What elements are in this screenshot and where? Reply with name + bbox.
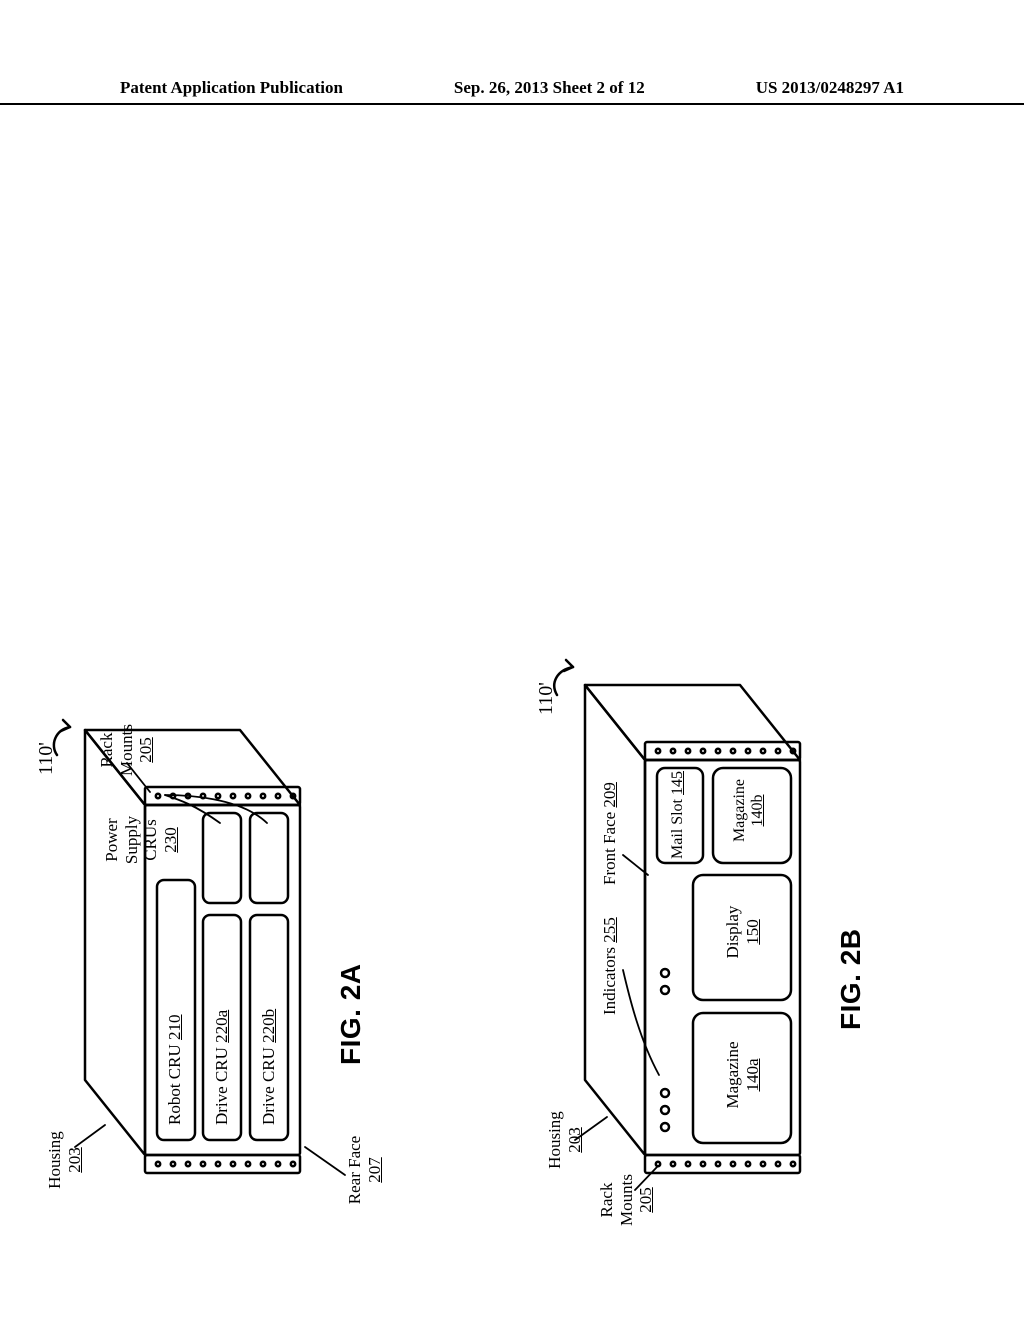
header-left: Patent Application Publication	[120, 78, 343, 98]
rack-mounts-label-2b: RackMounts205	[597, 1165, 656, 1235]
drive-cru-b-label: Drive CRU 220b	[259, 1009, 279, 1125]
fig-2a-title: FIG. 2A	[335, 963, 367, 1065]
header-center: Sep. 26, 2013 Sheet 2 of 12	[454, 78, 645, 98]
magazine-b-label: Magazine140b	[731, 768, 768, 853]
front-face-label: Front Face 209	[600, 782, 620, 885]
housing-label-2a: Housing203	[45, 1120, 84, 1200]
header-right: US 2013/0248297 A1	[756, 78, 904, 98]
rack-mounts-label-2a: RackMounts205	[97, 715, 156, 785]
magazine-a-label: Magazine140a	[723, 1025, 762, 1125]
power-supply-label: PowerSupplyCRUs230	[102, 800, 180, 880]
housing-label-2b: Housing203	[545, 1100, 584, 1180]
drive-cru-a-label: Drive CRU 220a	[212, 1010, 232, 1125]
display-label: Display150	[723, 887, 762, 977]
robot-cru-label: Robot CRU 210	[165, 1014, 185, 1125]
figures-rotated-canvas: Robot CRU 210 Drive CRU 220a Drive CRU 2…	[45, 345, 985, 1115]
fig-2a-ref: 110'	[35, 742, 58, 775]
mail-slot-label: Mail Slot 145	[669, 771, 687, 859]
rear-face-label: Rear Face207	[345, 1125, 384, 1215]
indicators-label: Indicators 255	[600, 917, 620, 1015]
fig-2b: Magazine140a Display150 Mail Slot 145 Ma…	[545, 665, 1005, 1195]
page-header: Patent Application Publication Sep. 26, …	[0, 78, 1024, 105]
fig-2a: Robot CRU 210 Drive CRU 220a Drive CRU 2…	[45, 735, 515, 1195]
fig-2b-ref: 110'	[535, 682, 558, 715]
fig-2b-title: FIG. 2B	[835, 928, 867, 1030]
